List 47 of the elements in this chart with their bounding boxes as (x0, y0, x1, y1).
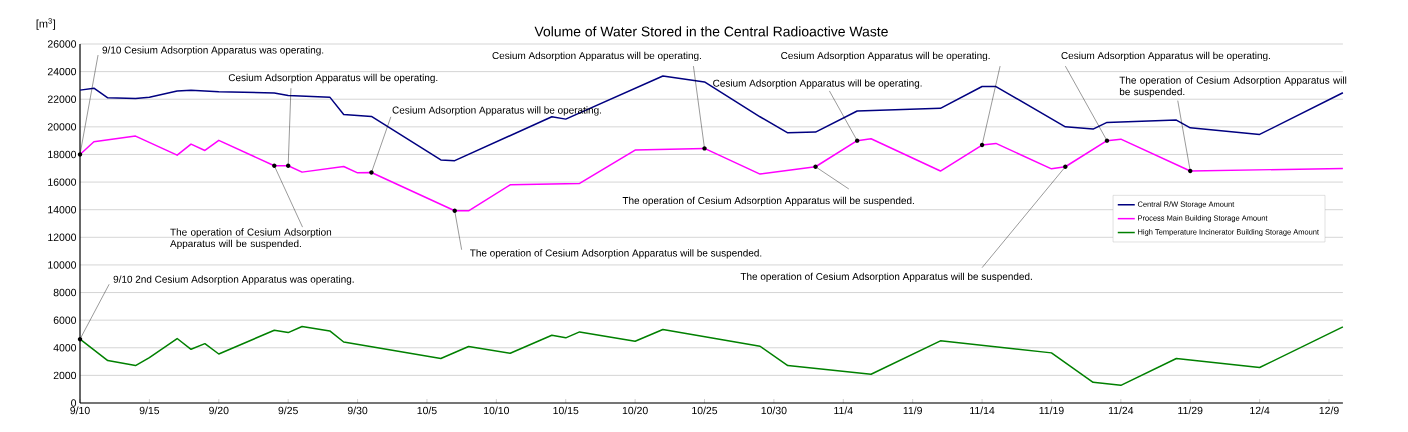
x-tick-label: 12/4 (1250, 406, 1270, 415)
y-tick-label: 12000 (48, 233, 77, 242)
y-tick-label: 14000 (48, 206, 77, 214)
y-tick-label: 6000 (53, 316, 77, 324)
y-axis-title: [m$^{3}$] (36, 18, 56, 30)
annotation: The operation of Cesium Adsorption Apparatus will be suspended. (1119, 76, 1347, 98)
y-tick-label: 10000 (48, 261, 77, 269)
x-tick-label: 10/30 (761, 406, 787, 415)
y-tick-label: 24000 (47, 67, 77, 76)
x-tick-label: 11/24 (1108, 406, 1134, 415)
x-tick-label: 9/15 (139, 406, 160, 415)
annotation: The operation of Cesium Adsorption Apparatus will be suspended. (470, 249, 762, 259)
y-tick-label: 18000 (48, 150, 77, 159)
x-tick-label: 11/4 (834, 406, 853, 415)
annotation: 9/10 2nd Cesium Adsorption Apparatus was operating. (113, 275, 354, 285)
annotation: The operation of Cesium Adsorption Apparatus will be suspended. (170, 228, 332, 250)
x-tick-label: 9/10 (70, 406, 90, 415)
x-tick-label: 10/25 (692, 406, 718, 415)
x-tick-label: 9/25 (278, 406, 298, 415)
y-tick-label: 22000 (47, 95, 77, 103)
annotation: Cesium Adsorption Apparatus will be operating. (228, 73, 438, 84)
annotation: Cesium Adsorption Apparatus will be operating. (781, 51, 990, 62)
x-tick-label: 11/9 (903, 406, 922, 415)
y-tick-label: 0 (71, 399, 77, 407)
x-tick-label: 12/9 (1319, 406, 1339, 415)
chart-title: Volume of Water Stored in the Central Radioactive Waste (534, 26, 888, 37)
x-tick-label: 11/14 (970, 406, 995, 415)
annotation: Cesium Adsorption Apparatus will be operating. (492, 51, 701, 62)
annotation: Cesium Adsorption Apparatus will be operating. (1061, 51, 1270, 62)
y-tick-label: 20000 (47, 123, 77, 131)
y-tick-label: 4000 (53, 344, 77, 352)
x-tick-label: 10/10 (484, 406, 510, 415)
annotation: 9/10 Cesium Adsorption Apparatus was operating. (102, 46, 324, 56)
x-tick-label: 9/20 (209, 406, 229, 415)
x-tick-label: 10/15 (553, 406, 579, 415)
x-tick-label: 10/5 (417, 406, 437, 415)
annotation: Cesium Adsorption Apparatus will be operating. (713, 79, 922, 89)
y-tick-label: 8000 (53, 288, 77, 297)
x-tick-label: 10/20 (622, 406, 648, 415)
annotation: The operation of Cesium Adsorption Apparatus will be suspended. (740, 272, 1032, 282)
y-tick-label: 16000 (48, 178, 77, 186)
y-tick-label: 2000 (53, 371, 77, 380)
y-tick-label: 26000 (47, 40, 77, 48)
x-tick-label: 11/29 (1178, 406, 1203, 415)
x-tick-label: 9/30 (347, 406, 368, 415)
x-tick-label: 11/19 (1039, 406, 1064, 415)
annotation: The operation of Cesium Adsorption Apparatus will be suspended. (622, 196, 914, 207)
